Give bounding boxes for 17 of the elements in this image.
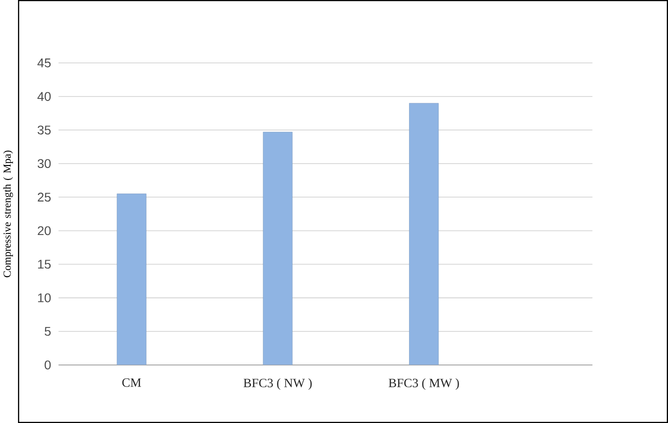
x-tick-label: CM bbox=[122, 378, 142, 387]
bar bbox=[262, 132, 292, 365]
y-tick-label: 45 bbox=[37, 58, 51, 68]
y-tick-label: 15 bbox=[38, 260, 51, 269]
y-tick-label: 0 bbox=[44, 360, 51, 370]
bar bbox=[116, 194, 146, 365]
x-tick-label: BFC3 ( NW ) bbox=[244, 378, 312, 390]
x-tick-label: BFC3 ( MW ) bbox=[388, 378, 459, 390]
y-axis-title: Compressive strength ( Mpa) bbox=[3, 150, 13, 278]
y-tick-label: 40 bbox=[37, 92, 51, 101]
y-tick-label: 10 bbox=[38, 293, 51, 302]
y-tick-label: 25 bbox=[38, 192, 51, 202]
y-tick-label: 20 bbox=[38, 226, 51, 236]
bar bbox=[409, 103, 439, 365]
y-tick-label: 5 bbox=[44, 326, 51, 336]
y-tick-label: 35 bbox=[38, 126, 51, 134]
y-tick-label: 30 bbox=[38, 159, 51, 168]
